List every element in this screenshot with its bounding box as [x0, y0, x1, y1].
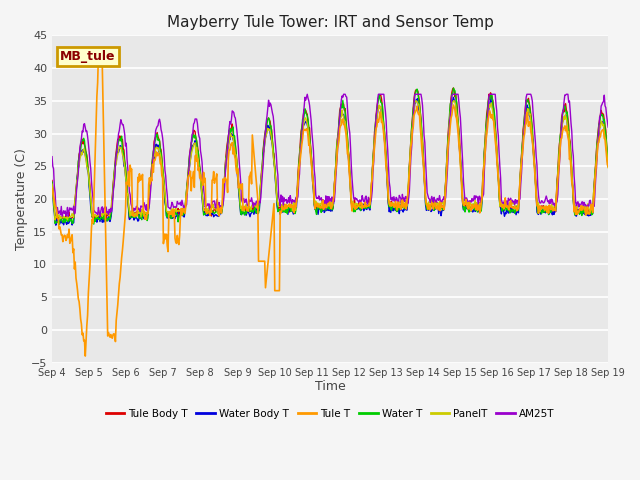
Line: Water Body T: Water Body T — [52, 97, 608, 225]
AM25T — [116, 122, 124, 128]
PanelT — [202, 208, 210, 214]
AM25T — [415, 91, 423, 97]
Tule T — [604, 164, 612, 169]
PanelT — [415, 105, 423, 111]
AM25T — [399, 198, 407, 204]
Water T — [449, 85, 457, 91]
Water Body T — [116, 143, 124, 149]
Tule T — [117, 265, 125, 271]
Tule T — [58, 232, 66, 238]
PanelT — [59, 213, 67, 219]
Legend: Tule Body T, Water Body T, Tule T, Water T, PanelT, AM25T: Tule Body T, Water Body T, Tule T, Water… — [101, 405, 559, 423]
Water T — [48, 179, 56, 185]
Water T — [59, 219, 67, 225]
Y-axis label: Temperature (C): Temperature (C) — [15, 148, 28, 250]
Line: AM25T: AM25T — [52, 94, 608, 216]
Tule Body T — [48, 178, 56, 183]
PanelT — [51, 217, 59, 223]
Tule Body T — [173, 210, 180, 216]
Tule T — [48, 186, 56, 192]
PanelT — [173, 209, 180, 215]
Tule T — [81, 353, 89, 359]
Tule Body T — [61, 220, 68, 226]
Water Body T — [202, 213, 210, 218]
Water T — [55, 222, 63, 228]
Tule Body T — [202, 208, 210, 214]
Line: Tule Body T: Tule Body T — [52, 88, 608, 223]
Water Body T — [415, 107, 422, 112]
Line: PanelT: PanelT — [52, 101, 608, 220]
Tule Body T — [604, 157, 612, 163]
PanelT — [604, 165, 612, 170]
Tule T — [203, 211, 211, 216]
Water T — [415, 96, 422, 102]
AM25T — [65, 214, 72, 219]
Line: Water T: Water T — [52, 88, 608, 225]
AM25T — [173, 204, 180, 210]
Tule T — [399, 204, 407, 210]
Water Body T — [604, 163, 612, 169]
Tule Body T — [58, 216, 66, 221]
Tule T — [415, 110, 423, 116]
Water Body T — [449, 95, 457, 100]
Water Body T — [399, 207, 406, 213]
AM25T — [303, 91, 311, 97]
Water T — [116, 136, 124, 142]
Title: Mayberry Tule Tower: IRT and Sensor Temp: Mayberry Tule Tower: IRT and Sensor Temp — [166, 15, 493, 30]
Water T — [173, 211, 180, 216]
Water T — [604, 162, 612, 168]
Tule Body T — [399, 204, 406, 210]
Line: Tule T: Tule T — [52, 50, 608, 356]
PanelT — [48, 181, 56, 187]
Tule T — [173, 233, 181, 239]
Text: MB_tule: MB_tule — [60, 50, 116, 63]
Water Body T — [52, 222, 60, 228]
PanelT — [399, 197, 406, 203]
X-axis label: Time: Time — [315, 380, 346, 393]
Water T — [399, 204, 406, 210]
Tule Body T — [449, 85, 457, 91]
AM25T — [604, 124, 612, 130]
AM25T — [48, 154, 56, 159]
Water Body T — [173, 213, 180, 219]
AM25T — [202, 203, 210, 208]
Water Body T — [59, 219, 67, 225]
PanelT — [412, 98, 420, 104]
Water Body T — [48, 185, 56, 191]
Tule Body T — [415, 94, 422, 99]
PanelT — [116, 145, 124, 151]
AM25T — [58, 214, 66, 219]
Tule Body T — [116, 134, 124, 140]
Tule T — [96, 47, 104, 53]
Water T — [202, 211, 210, 216]
